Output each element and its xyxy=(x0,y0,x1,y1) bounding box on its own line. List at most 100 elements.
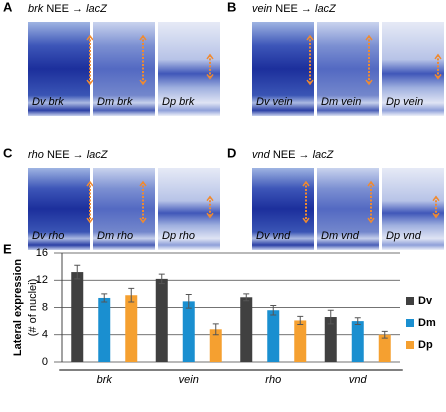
micrograph xyxy=(317,168,379,250)
arrow-head xyxy=(302,180,310,187)
error-bar xyxy=(185,294,192,309)
error-bar xyxy=(158,273,165,285)
arrow-head xyxy=(365,79,373,86)
legend-swatch xyxy=(406,319,414,327)
bar xyxy=(240,297,253,362)
arrow-head xyxy=(86,79,94,86)
error-bar xyxy=(327,309,334,325)
arrow-head xyxy=(432,195,440,202)
panel-title: vnd NEE → lacZ xyxy=(252,149,335,161)
construct: NEE → xyxy=(46,3,83,15)
panel-title: brk NEE → lacZ xyxy=(28,3,108,15)
bar xyxy=(378,334,391,362)
arrow-head xyxy=(365,34,373,41)
image-label: Dm vnd xyxy=(321,230,360,242)
arrow-head xyxy=(139,34,147,41)
y-tick-label: 0 xyxy=(42,356,48,368)
arrow-head xyxy=(139,79,147,86)
legend-swatch xyxy=(406,341,414,349)
gene: brk xyxy=(28,3,44,15)
bar xyxy=(98,297,111,362)
bar xyxy=(351,321,364,362)
reporter: lacZ xyxy=(86,3,108,15)
image-label: Dp brk xyxy=(162,96,195,108)
image-label: Dp vnd xyxy=(386,230,422,242)
arrow-head xyxy=(86,34,94,41)
arrow-head xyxy=(432,212,440,219)
error-bar xyxy=(381,330,388,339)
construct: NEE → xyxy=(275,3,312,15)
image-label: Dv brk xyxy=(32,96,64,108)
micrograph xyxy=(252,22,314,116)
error-bar xyxy=(354,317,361,326)
y-tick-label: 12 xyxy=(36,274,48,286)
legend-swatch xyxy=(406,297,414,305)
y-axis-label: Lateral expression xyxy=(12,259,24,356)
x-tick-label: vnd xyxy=(349,374,368,386)
gene: vein xyxy=(252,3,272,15)
panel-letter: B xyxy=(227,0,236,14)
bar xyxy=(267,310,280,362)
arrow-head xyxy=(206,73,214,80)
x-tick-label: rho xyxy=(265,374,281,386)
bar xyxy=(182,301,195,362)
construct: NEE → xyxy=(273,149,310,161)
arrow-head xyxy=(206,195,214,202)
micrograph xyxy=(28,168,90,250)
panel-title: vein NEE → lacZ xyxy=(252,3,337,15)
bar xyxy=(294,320,307,362)
y-tick-label: 8 xyxy=(42,301,48,313)
x-tick-label: brk xyxy=(97,374,113,386)
micrograph xyxy=(382,168,444,250)
arrow-head xyxy=(86,217,94,224)
image-label: Dv rho xyxy=(32,230,64,242)
arrow-head xyxy=(434,73,442,80)
legend-label: Dv xyxy=(418,295,433,307)
error-bar xyxy=(74,264,81,280)
error-bar xyxy=(101,293,108,303)
gene: vnd xyxy=(252,149,271,161)
y-tick-label: 16 xyxy=(36,247,48,259)
gene: rho xyxy=(28,149,44,161)
arrow-head xyxy=(206,212,214,219)
error-bar xyxy=(297,315,304,326)
arrow-head xyxy=(139,180,147,187)
micrograph xyxy=(252,168,314,250)
reporter: lacZ xyxy=(315,3,337,15)
panel-letter: D xyxy=(227,145,236,160)
panel-letter: C xyxy=(3,145,13,160)
y-tick-label: 4 xyxy=(42,329,48,341)
bar xyxy=(155,278,168,362)
arrow-head xyxy=(367,180,375,187)
panel-title: rho NEE → lacZ xyxy=(28,149,109,161)
panel-letter: E xyxy=(3,241,12,256)
legend-label: Dm xyxy=(418,317,436,329)
arrow-head xyxy=(206,53,214,60)
error-bar xyxy=(270,304,277,316)
error-bar xyxy=(243,293,250,302)
micrograph xyxy=(382,22,444,116)
arrow-head xyxy=(306,34,314,41)
image-label: Dp rho xyxy=(162,230,195,242)
bar xyxy=(324,317,337,362)
image-label: Dv vein xyxy=(256,96,293,108)
arrow-head xyxy=(306,79,314,86)
arrow-head xyxy=(367,217,375,224)
y-axis-sublabel: (# of nuclei) xyxy=(27,279,39,336)
reporter: lacZ xyxy=(313,149,335,161)
image-label: Dm rho xyxy=(97,230,133,242)
x-tick-label: vein xyxy=(179,374,199,386)
image-label: Dp vein xyxy=(386,96,423,108)
image-label: Dm vein xyxy=(321,96,361,108)
arrow-head xyxy=(434,53,442,60)
panel-letter: A xyxy=(3,0,13,14)
reporter: lacZ xyxy=(87,149,109,161)
arrow-head xyxy=(86,180,94,187)
bar xyxy=(71,272,84,362)
bar xyxy=(125,295,138,362)
arrow-head xyxy=(302,217,310,224)
bar xyxy=(209,329,222,362)
arrow-head xyxy=(139,217,147,224)
